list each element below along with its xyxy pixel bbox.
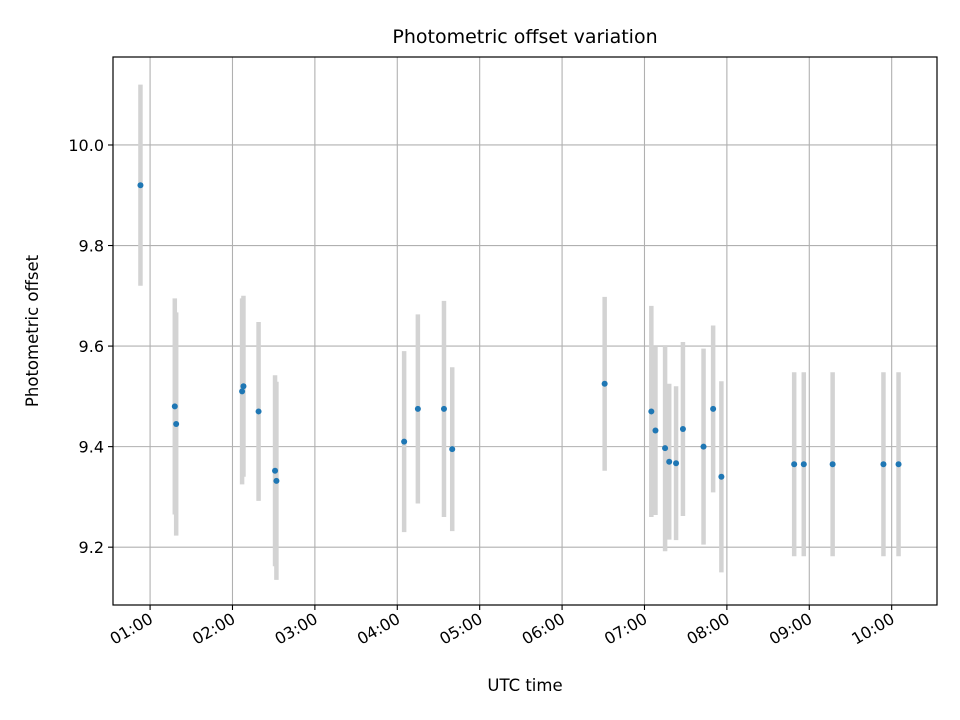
data-point — [880, 461, 887, 468]
data-point — [255, 408, 262, 415]
chart-title: Photometric offset variation — [392, 26, 657, 48]
plot-area — [113, 57, 937, 605]
y-tick-label: 9.4 — [79, 438, 104, 457]
data-point — [895, 461, 902, 468]
data-point — [673, 460, 680, 467]
data-point — [137, 182, 144, 189]
data-point — [173, 421, 180, 428]
y-tick-label: 10.0 — [68, 136, 104, 155]
data-point — [240, 383, 247, 390]
data-point — [414, 405, 421, 412]
data-point — [440, 405, 447, 412]
grid — [113, 57, 937, 605]
data-point — [171, 403, 178, 410]
data-point — [710, 405, 717, 412]
data-point — [666, 458, 673, 465]
data-point — [601, 380, 608, 387]
data-point — [401, 438, 408, 445]
data-point — [652, 427, 659, 434]
data-point — [239, 388, 246, 395]
data-point — [829, 461, 836, 468]
x-axis-label: UTC time — [487, 676, 562, 695]
data-point — [648, 408, 655, 415]
data-point — [800, 461, 807, 468]
data-point — [700, 443, 707, 450]
plot-frame — [112, 56, 938, 606]
data-point — [272, 467, 279, 474]
data-point — [662, 445, 669, 452]
data-point — [449, 446, 456, 453]
data-point — [718, 473, 725, 480]
y-tick-label: 9.8 — [79, 237, 104, 256]
y-axis-label: Photometric offset — [23, 254, 42, 407]
data-point — [679, 426, 686, 433]
data-points — [137, 182, 902, 484]
y-tick-label: 9.2 — [79, 538, 104, 557]
data-point — [273, 477, 280, 484]
y-tick-label: 9.6 — [79, 337, 104, 356]
data-point — [791, 461, 798, 468]
